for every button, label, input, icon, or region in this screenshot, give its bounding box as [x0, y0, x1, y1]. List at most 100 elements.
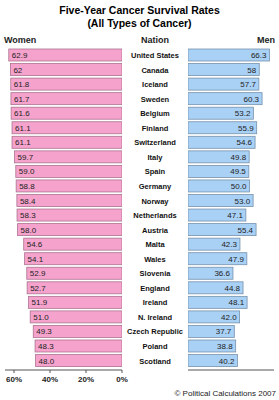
bar [25, 253, 122, 265]
bar [36, 355, 122, 367]
data-label: 49.8 [231, 153, 247, 162]
tick [122, 370, 123, 373]
bar [188, 122, 257, 134]
data-label: 55.4 [237, 226, 253, 235]
category-label: England [140, 284, 170, 293]
category-label: Ireland [143, 298, 168, 307]
data-label: 61.8 [14, 80, 30, 89]
x-axis [188, 370, 274, 371]
bar [12, 122, 122, 134]
chart-svg: Five-Year Cancer Survival Rates(All Type… [0, 0, 279, 400]
category-label: N. Ireland [138, 313, 173, 322]
bar [16, 180, 122, 192]
data-label: 58.4 [20, 197, 36, 206]
tick [14, 370, 15, 373]
data-label: 62 [13, 66, 22, 75]
tick-label: 20% [78, 375, 94, 384]
bar [11, 78, 122, 90]
data-label: 58 [247, 66, 256, 75]
bar [29, 296, 122, 308]
category-label: Canada [141, 66, 169, 75]
bar [188, 151, 249, 163]
data-label: 40.2 [219, 357, 235, 366]
bar [15, 151, 122, 163]
bar [188, 209, 246, 221]
data-label: 55.9 [238, 124, 254, 133]
bar [188, 180, 249, 192]
data-label: 37.7 [216, 327, 232, 336]
category-label: Czech Republic [127, 327, 183, 336]
bar [188, 238, 240, 250]
data-label: 49.5 [230, 167, 246, 176]
data-label: 54.6 [27, 240, 43, 249]
data-label: 53.2 [235, 109, 251, 118]
bar [188, 267, 233, 279]
page: {"chart_data": [ {"type": "bar", "orient… [0, 0, 279, 400]
category-label: Italy [147, 153, 163, 162]
data-label: 61.6 [14, 109, 30, 118]
bar [188, 253, 247, 265]
data-label: 42.3 [221, 240, 237, 249]
bar [188, 355, 237, 367]
category-label: Netherlands [133, 211, 176, 220]
tick-label: 40% [42, 375, 58, 384]
bar [188, 165, 249, 177]
data-label: 51.9 [32, 298, 48, 307]
data-label: 54.6 [237, 138, 253, 147]
category-label: Finland [142, 124, 169, 133]
data-label: 38.8 [217, 342, 233, 351]
tick-label: 60% [6, 375, 22, 384]
data-label: 50.0 [231, 182, 247, 191]
data-label: 44.8 [224, 284, 240, 293]
data-label: 58.0 [21, 226, 37, 235]
bar [188, 136, 255, 148]
data-label: 53.0 [235, 197, 251, 206]
data-label: 59.7 [18, 153, 34, 162]
data-label: 52.7 [30, 284, 46, 293]
data-label: 48.0 [39, 357, 55, 366]
bar [11, 107, 122, 119]
bar [188, 49, 269, 61]
bars [188, 49, 269, 367]
data-label: 49.3 [36, 327, 52, 336]
data-label: 62.9 [12, 51, 28, 60]
bar [188, 195, 253, 207]
bar [188, 78, 259, 90]
data-label: 66.3 [251, 51, 267, 60]
tick-label: 0% [116, 375, 128, 384]
tick [50, 370, 51, 373]
data-label: 58.3 [20, 211, 36, 220]
x-axis [5, 370, 122, 371]
bar [188, 224, 256, 236]
data-label: 59.0 [19, 167, 35, 176]
legend-label: Women [4, 35, 36, 45]
bar [188, 282, 243, 294]
category-label: Iceland [142, 80, 168, 89]
data-label: 47.9 [228, 255, 244, 264]
subtitle: (All Types of Cancer) [87, 17, 191, 29]
category-label: Switzerland [134, 138, 176, 147]
category-label: Norway [141, 197, 169, 206]
category-label: Austria [142, 226, 169, 235]
bar [30, 311, 122, 323]
category-label: Germany [139, 182, 172, 191]
title: Five-Year Cancer Survival Rates [59, 4, 220, 16]
copyright: © Political Calculations 2007 [174, 389, 276, 398]
category-label: Sweden [141, 95, 170, 104]
bar [188, 340, 236, 352]
category-label: United States [131, 51, 179, 60]
bar [17, 195, 122, 207]
data-label: 61.1 [15, 138, 31, 147]
data-label: 42.0 [221, 313, 237, 322]
data-label: 48.1 [229, 298, 245, 307]
bar [188, 296, 247, 308]
data-label: 57.7 [240, 80, 256, 89]
data-label: 48.3 [38, 342, 54, 351]
category-label: Slovenia [140, 269, 172, 278]
data-label: 58.8 [19, 182, 35, 191]
bars [9, 49, 122, 367]
data-label: 54.1 [28, 255, 44, 264]
category-label: Poland [142, 342, 167, 351]
category-label: Belgium [140, 109, 170, 118]
bar [27, 282, 122, 294]
